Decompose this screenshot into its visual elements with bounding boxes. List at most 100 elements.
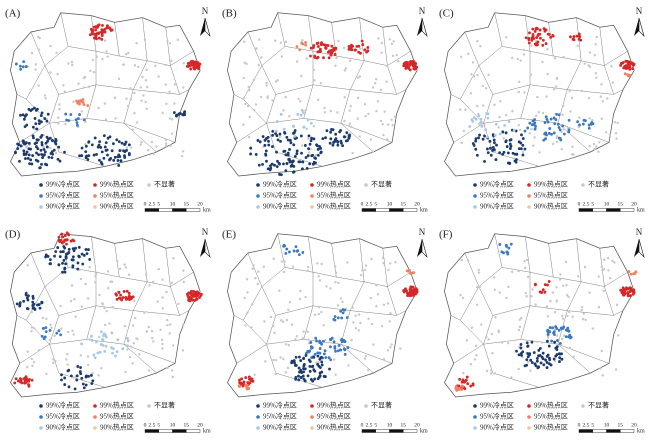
point <box>529 73 533 76</box>
point <box>479 44 482 48</box>
point <box>570 96 574 100</box>
scale-tick-label: 15 <box>401 201 407 207</box>
point <box>181 113 185 117</box>
point <box>460 141 463 145</box>
point <box>463 387 467 391</box>
point <box>282 109 285 112</box>
point <box>343 119 346 123</box>
point <box>381 256 385 260</box>
point <box>165 290 168 294</box>
point <box>64 255 68 259</box>
scale-tick-label: 0 <box>144 201 147 207</box>
point <box>497 330 500 334</box>
point <box>336 316 340 320</box>
legend-label: 90%冷点区 <box>263 423 297 432</box>
point <box>148 284 151 287</box>
point <box>133 299 136 303</box>
point <box>308 349 312 353</box>
point <box>566 293 569 297</box>
point <box>464 108 467 111</box>
point <box>294 355 298 359</box>
point <box>500 250 504 254</box>
point <box>341 308 345 312</box>
scale-tick-label: 0 <box>361 201 364 207</box>
point <box>66 363 69 366</box>
point <box>397 59 400 63</box>
legend-label: 95%热点区 <box>317 412 351 421</box>
scale-tick-label: 0 <box>578 422 581 428</box>
point <box>315 339 318 343</box>
point <box>408 271 412 275</box>
point <box>78 113 81 117</box>
point <box>37 348 41 352</box>
point <box>41 327 45 330</box>
scale-bar <box>361 208 376 212</box>
point <box>30 310 33 314</box>
point <box>352 321 355 324</box>
point <box>488 139 492 143</box>
district-boundary <box>604 271 628 316</box>
point <box>557 125 561 129</box>
district-boundary <box>49 305 97 345</box>
point <box>316 41 320 45</box>
point <box>380 51 383 54</box>
point <box>309 378 313 381</box>
point <box>631 289 635 293</box>
point <box>625 67 629 70</box>
point <box>526 344 530 348</box>
point <box>306 265 310 269</box>
point <box>84 383 88 387</box>
point <box>90 334 93 338</box>
point <box>85 252 89 256</box>
point <box>312 137 316 141</box>
point <box>286 151 290 155</box>
point <box>595 145 598 148</box>
district-boundary <box>133 310 180 316</box>
map-panel: (B) N99%冷点区95%冷点区90%冷点区99%热点区95%热点区90%热点区… <box>222 6 428 213</box>
point <box>584 318 587 322</box>
point <box>301 337 304 340</box>
point <box>521 143 525 147</box>
map <box>10 231 203 398</box>
point <box>460 388 463 392</box>
point <box>527 38 531 42</box>
scale-bar <box>578 429 593 433</box>
point <box>31 125 35 129</box>
point <box>343 340 346 344</box>
legend-marker <box>527 183 531 187</box>
point <box>30 329 33 333</box>
point <box>27 153 31 157</box>
point <box>322 56 325 60</box>
point <box>356 117 359 121</box>
point <box>476 73 479 77</box>
point <box>477 114 481 118</box>
point <box>355 44 359 48</box>
point <box>312 355 316 359</box>
point <box>371 150 375 153</box>
map-panel: (C) N99%冷点区95%冷点区90%冷点区99%热点区95%热点区90%热点区… <box>439 6 645 213</box>
scale-tick-label: 10 <box>170 201 176 207</box>
point <box>322 374 326 378</box>
point <box>306 118 310 122</box>
point <box>300 151 303 155</box>
point <box>40 111 44 115</box>
point <box>79 354 83 357</box>
point <box>392 40 395 43</box>
map-outline <box>227 12 418 177</box>
point <box>505 250 509 254</box>
point <box>157 75 160 78</box>
point <box>530 361 534 364</box>
point <box>37 153 41 157</box>
point <box>320 363 324 367</box>
point <box>117 77 121 81</box>
point <box>57 235 61 239</box>
point <box>50 156 54 160</box>
point <box>70 258 74 262</box>
point <box>539 361 543 365</box>
point <box>475 354 478 357</box>
point <box>555 300 558 303</box>
point <box>25 150 29 154</box>
point <box>246 104 250 108</box>
point <box>197 66 200 70</box>
point <box>250 326 253 329</box>
